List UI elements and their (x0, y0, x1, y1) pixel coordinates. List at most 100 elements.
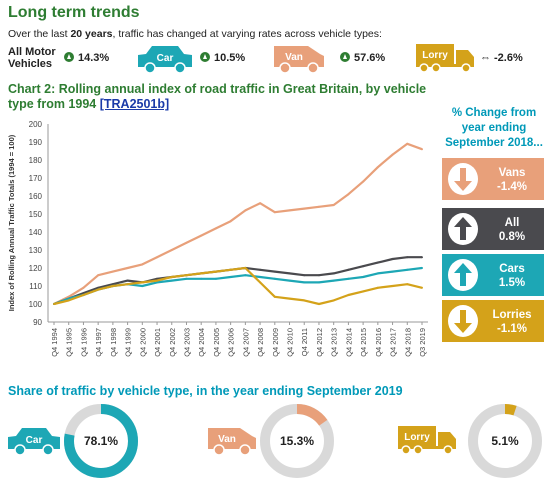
x-tick-label: Q4 2003 (182, 328, 191, 357)
change-box-value: 1.5% (498, 277, 526, 289)
lorry-change: ⇔ -2.6% (480, 52, 523, 64)
data-point-lorries (317, 303, 320, 305)
x-tick-label: Q4 1999 (124, 328, 133, 357)
y-tick-label: 130 (29, 246, 43, 255)
data-point-all (332, 272, 335, 275)
change-box-label: Vans (498, 167, 526, 179)
y-tick-label: 180 (29, 156, 43, 165)
data-point-vans (156, 256, 159, 259)
data-point-lorries (82, 294, 85, 296)
x-tick-label: Q4 2009 (271, 328, 280, 357)
x-tick-label: Q4 2006 (227, 328, 236, 357)
no-change-icon: ⇔ (480, 52, 491, 64)
x-tick-label: Q4 2014 (344, 328, 353, 357)
change-box-text: Cars 1.5% (484, 262, 540, 290)
series-line-lorries (53, 266, 423, 306)
car-icon: Car (8, 428, 60, 456)
data-point-vans (391, 153, 394, 156)
page-title: Long term trends (8, 4, 140, 21)
x-tick-label: Q4 2015 (359, 328, 368, 357)
data-point-cars (170, 279, 173, 282)
data-point-cars (288, 279, 291, 282)
data-point-all (111, 283, 114, 286)
car-icon: Car (138, 46, 192, 74)
data-point-lorries (406, 283, 409, 286)
increase-icon (200, 52, 210, 62)
data-point-vans (244, 209, 247, 212)
y-tick-label: 170 (29, 174, 43, 183)
intro-bold: 20 years (70, 28, 113, 40)
data-point-cars (259, 276, 262, 278)
data-point-all (273, 270, 276, 273)
data-point-all (376, 261, 379, 264)
x-tick-label: Q4 2012 (315, 328, 324, 357)
change-legend-heading: % Change from year ending September 2018… (445, 107, 543, 149)
data-point-vans (332, 204, 335, 206)
intro-text: Over the last 20 years, traffic has chan… (8, 28, 382, 40)
chart-table-link[interactable]: [TRA2501b] (99, 97, 170, 111)
y-tick-label: 140 (29, 228, 43, 237)
van-share-donut (260, 404, 334, 478)
car-icon-label: Car (157, 53, 174, 64)
data-point-all (97, 286, 100, 289)
data-point-lorries (347, 294, 350, 296)
all-vehicles-label-line1: All Motor (8, 46, 56, 58)
x-tick-label: Q4 2001 (153, 328, 162, 357)
data-point-cars (229, 276, 232, 278)
data-point-lorries (214, 270, 217, 273)
data-point-all (347, 268, 350, 271)
data-point-all (391, 258, 394, 260)
van-change: 57.6% (340, 52, 385, 64)
data-point-cars (214, 277, 217, 280)
x-tick-label: Q4 2004 (197, 328, 206, 357)
change-box-lorries: Lorries -1.1% (440, 298, 546, 344)
change-box-value: -1.4% (496, 181, 528, 193)
data-point-cars (317, 281, 320, 284)
x-tick-label: Q4 1995 (65, 328, 74, 357)
data-point-lorries (332, 299, 335, 302)
x-tick-label: Q4 2011 (300, 328, 309, 356)
data-point-vans (273, 211, 276, 214)
data-point-vans (214, 227, 217, 230)
x-tick-label: Q4 2008 (256, 328, 265, 357)
data-point-all (288, 272, 291, 275)
data-point-cars (391, 270, 394, 273)
change-box-text: Lorries -1.1% (484, 308, 540, 336)
data-point-all (317, 274, 320, 277)
series-line-vans (53, 142, 423, 305)
data-point-lorries (362, 290, 365, 293)
van-value: 57.6% (354, 52, 386, 64)
lorry-icon: Lorry (398, 426, 456, 455)
data-point-vans (406, 142, 409, 145)
y-tick-label: 100 (29, 300, 43, 309)
y-axis-label: Index of Rolling Annual Traffic Totals (… (7, 134, 16, 311)
change-box-label: All (504, 217, 520, 229)
data-point-lorries (421, 286, 423, 289)
arrow-up-icon (448, 259, 478, 291)
increase-icon (340, 52, 350, 62)
data-point-vans (126, 267, 129, 269)
x-tick-label: Q4 1997 (94, 328, 103, 357)
data-point-vans (229, 220, 232, 223)
data-point-vans (347, 193, 350, 196)
series-line-all (53, 256, 422, 306)
data-point-vans (421, 148, 423, 151)
data-point-all (126, 279, 129, 282)
data-point-cars (376, 272, 379, 275)
x-tick-label: Q4 1998 (109, 328, 118, 357)
lorry-share-icon-label: Lorry (404, 432, 430, 443)
y-tick-label: 90 (33, 318, 42, 327)
change-box-text: Vans -1.4% (484, 166, 540, 194)
traffic-index-line-chart: 90 100 110 120 130 140 150 160 170 180 190 200 Q4 19… (7, 120, 428, 357)
data-point-lorries (288, 297, 291, 300)
data-point-cars (421, 267, 423, 269)
y-tick-label: 150 (29, 210, 43, 219)
data-point-vans (97, 274, 100, 277)
x-tick-label: Q4 1996 (79, 328, 88, 357)
data-point-cars (362, 276, 365, 278)
data-point-vans (288, 209, 291, 212)
change-box-value: 0.8% (498, 231, 526, 243)
x-tick-label: Q4 2016 (374, 328, 383, 357)
car-share-icon-label: Car (26, 435, 43, 446)
y-tick-label: 190 (29, 138, 43, 147)
